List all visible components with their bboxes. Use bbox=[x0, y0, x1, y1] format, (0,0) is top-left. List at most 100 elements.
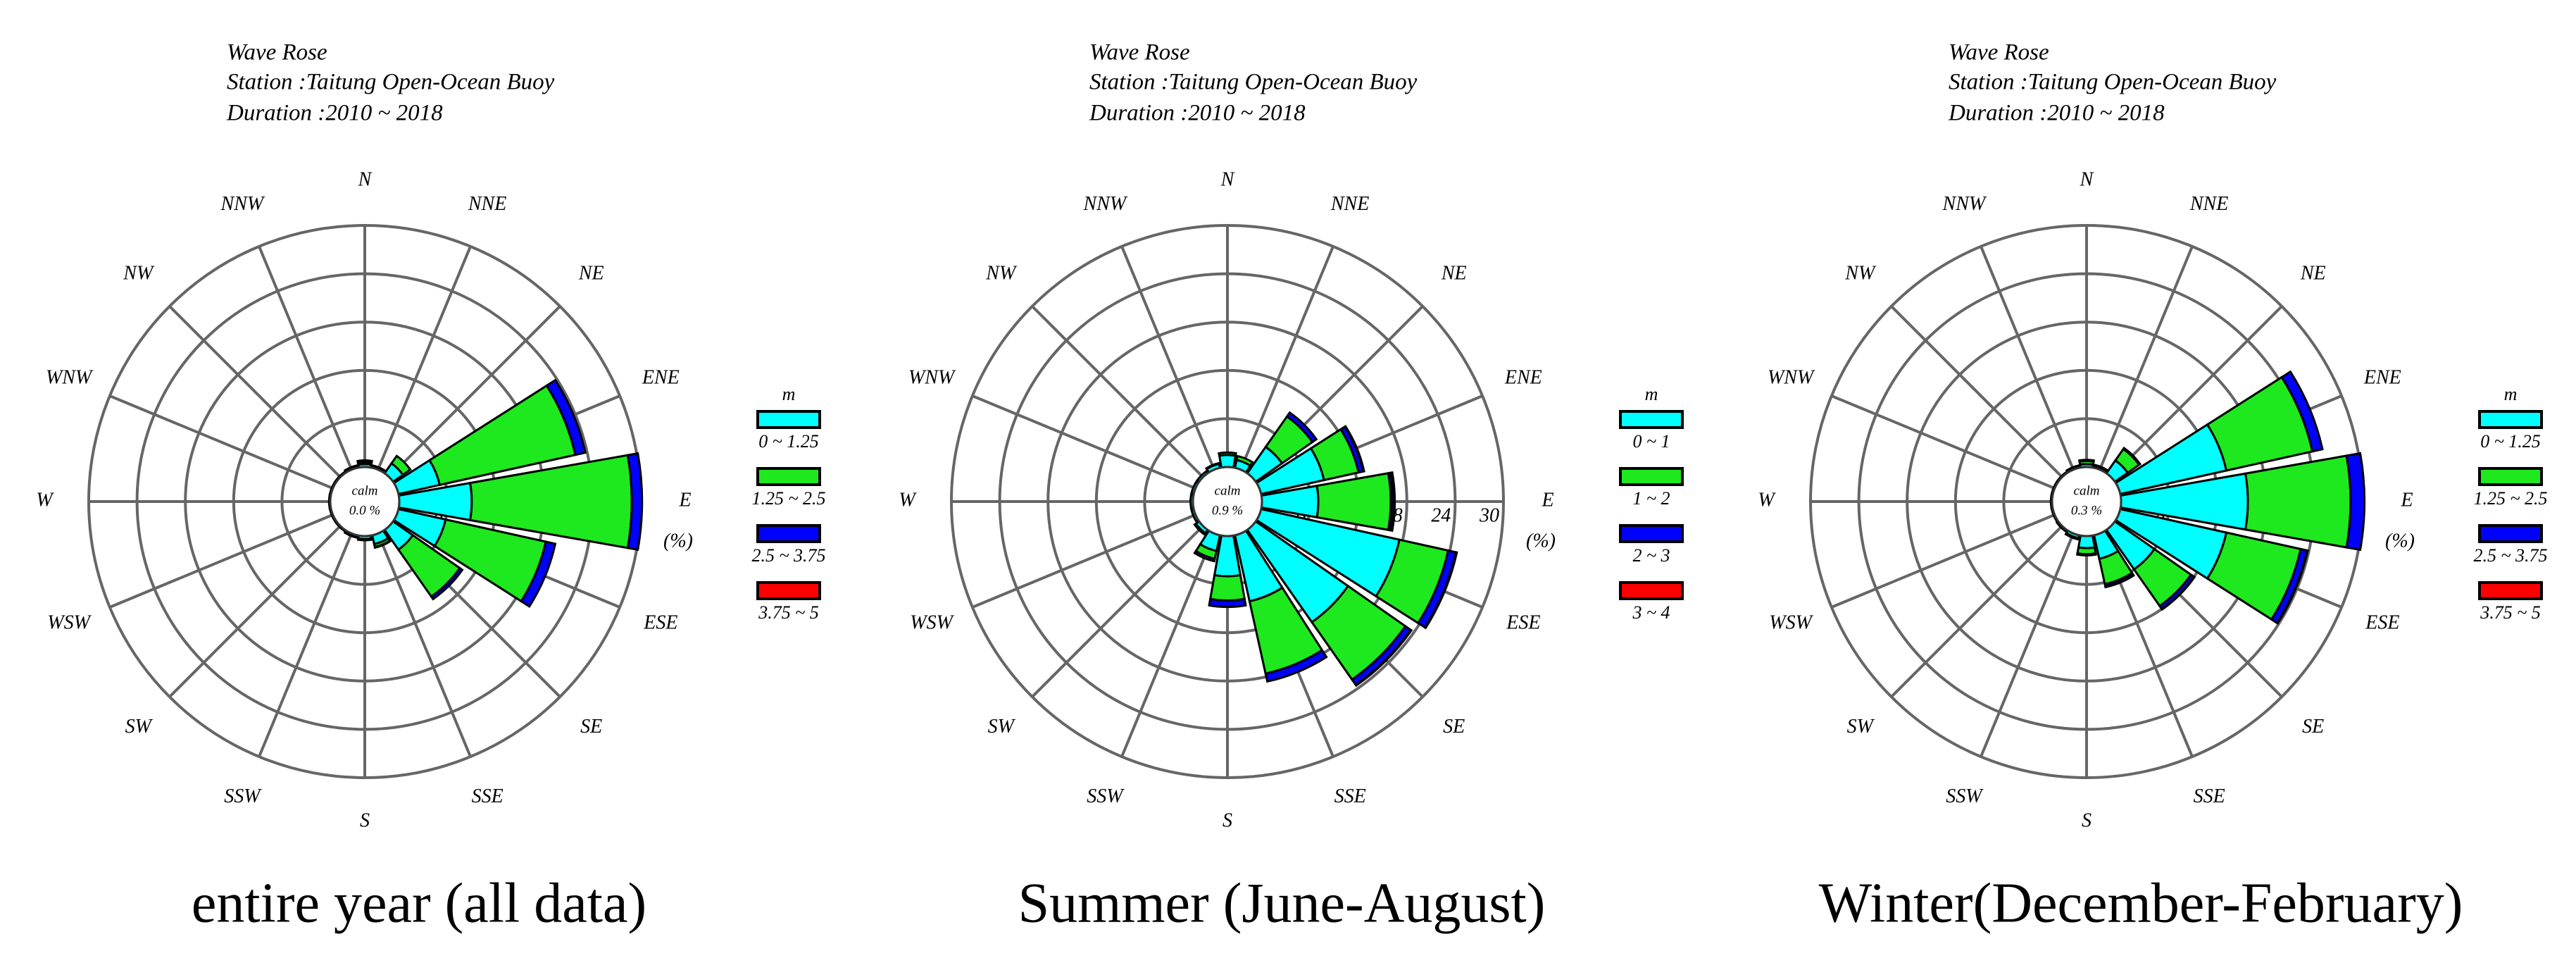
direction-label: N bbox=[2080, 168, 2094, 190]
rose-segment bbox=[356, 537, 373, 542]
legend-label: 3 ~ 4 bbox=[1632, 602, 1670, 623]
rose-segment bbox=[2103, 573, 2135, 589]
spoke bbox=[388, 305, 561, 478]
direction-label: E bbox=[678, 489, 691, 511]
direction-label: W bbox=[36, 489, 54, 511]
rose-segment bbox=[343, 530, 358, 539]
station: Station :Taitung Open-Ocean Buoy bbox=[227, 70, 555, 95]
rose-segment bbox=[626, 452, 644, 552]
rose-segment bbox=[1343, 425, 1365, 473]
direction-label: N bbox=[1220, 168, 1235, 190]
rose-segment bbox=[1218, 454, 1237, 469]
legend-swatch bbox=[756, 410, 821, 429]
spoke bbox=[258, 246, 354, 471]
legend-label: 2.5 ~ 3.75 bbox=[2473, 545, 2547, 566]
rose-segment bbox=[2122, 446, 2142, 466]
rose-segment bbox=[430, 566, 464, 601]
spoke bbox=[1831, 394, 2056, 490]
caption: Summer (June-August) bbox=[1018, 872, 1546, 934]
legend-label: 1 ~ 2 bbox=[1632, 488, 1670, 509]
direction-label: NW bbox=[1844, 263, 1877, 285]
spoke bbox=[1120, 246, 1216, 471]
calm-circle bbox=[329, 466, 401, 537]
rose-segment bbox=[520, 540, 557, 608]
caption: entire year (all data) bbox=[192, 872, 646, 934]
legend-swatch bbox=[2478, 410, 2543, 429]
direction-label: NNE bbox=[1330, 193, 1369, 215]
station: Station :Taitung Open-Ocean Buoy bbox=[1089, 70, 1418, 95]
calm-label: calm bbox=[2074, 483, 2100, 498]
rose-segment bbox=[2077, 459, 2096, 464]
calm-circle bbox=[2051, 466, 2122, 537]
grid-ring bbox=[998, 272, 1457, 731]
rose-segment bbox=[1389, 471, 1396, 533]
legend-title: m bbox=[1645, 384, 1658, 404]
rose-segment bbox=[1204, 461, 1220, 471]
direction-label: NW bbox=[123, 263, 155, 285]
legend-swatch bbox=[2478, 524, 2543, 543]
direction-label: SSW bbox=[224, 785, 262, 807]
direction-label: NE bbox=[578, 263, 604, 285]
direction-label: WNW bbox=[1768, 366, 1815, 388]
direction-label: SW bbox=[1847, 716, 1875, 738]
duration: Duration :2010 ~ 2018 bbox=[1948, 101, 2165, 126]
rose-segment bbox=[1208, 573, 1246, 602]
direction-label: NNW bbox=[1083, 193, 1128, 215]
calm-value: 0.9 % bbox=[1212, 503, 1243, 518]
rose-segment bbox=[2280, 370, 2324, 453]
rose-segment bbox=[1315, 471, 1392, 532]
rose-segment bbox=[1264, 648, 1328, 683]
spoke bbox=[109, 394, 334, 490]
direction-label: SW bbox=[988, 716, 1016, 738]
legend-label: 2 ~ 3 bbox=[1632, 545, 1670, 566]
spoke bbox=[1890, 525, 2063, 698]
legend-label: 0 ~ 1.25 bbox=[2480, 431, 2541, 452]
direction-label: NNE bbox=[2189, 193, 2228, 215]
direction-label: W bbox=[899, 489, 917, 511]
rose-segment bbox=[2075, 552, 2098, 556]
rose-segment bbox=[1193, 522, 1207, 536]
spoke bbox=[972, 394, 1196, 490]
direction-label: SSE bbox=[472, 785, 504, 807]
direction-label: S bbox=[1223, 809, 1232, 831]
spoke bbox=[376, 533, 472, 757]
legend-label: 0 ~ 1.25 bbox=[758, 431, 819, 452]
direction-label: NW bbox=[985, 263, 1018, 285]
chart-title: Wave Rose bbox=[1089, 40, 1190, 66]
chart-title: Wave Rose bbox=[1949, 40, 2049, 66]
direction-label: WSW bbox=[910, 612, 954, 634]
spoke bbox=[1031, 305, 1204, 478]
legend-label: 2.5 ~ 3.75 bbox=[751, 545, 825, 566]
rose-segment bbox=[1193, 549, 1216, 563]
direction-label: N bbox=[358, 168, 373, 190]
spoke bbox=[1120, 533, 1216, 757]
direction-label: WNW bbox=[46, 366, 94, 388]
chart-panel: Wave Rose Station :Taitung Open-Ocean Buo… bbox=[1758, 40, 2547, 935]
calm-label: calm bbox=[352, 483, 378, 498]
direction-label: ESE bbox=[2365, 612, 2399, 634]
rose-segment bbox=[2093, 464, 2108, 473]
r-tick-label: 24 bbox=[1431, 504, 1451, 526]
grid-ring bbox=[950, 224, 1505, 779]
duration: Duration :2010 ~ 2018 bbox=[1089, 101, 1306, 126]
rose-segment bbox=[1235, 454, 1254, 468]
spoke bbox=[2110, 305, 2283, 478]
legend-swatch bbox=[1619, 410, 1684, 429]
chart-panel: Wave Rose Station :Taitung Open-Ocean Buo… bbox=[36, 40, 825, 935]
rose-segment bbox=[2065, 464, 2080, 473]
legend-swatch bbox=[2478, 581, 2543, 600]
calm-value: 0.0 % bbox=[349, 503, 380, 518]
direction-label: ESE bbox=[643, 612, 677, 634]
rose-segment bbox=[389, 454, 412, 477]
legend-swatch bbox=[1619, 581, 1684, 600]
spoke bbox=[1980, 246, 2075, 471]
direction-label: WNW bbox=[908, 366, 956, 388]
spoke bbox=[1980, 533, 2075, 757]
spoke bbox=[2098, 246, 2194, 471]
spoke bbox=[972, 513, 1196, 609]
r-tick-label: 30 bbox=[1479, 504, 1499, 526]
grid-ring bbox=[1046, 321, 1408, 683]
calm-label: calm bbox=[1215, 483, 1241, 498]
rose-segment bbox=[2275, 549, 2309, 625]
direction-label: SSE bbox=[2194, 785, 2225, 807]
